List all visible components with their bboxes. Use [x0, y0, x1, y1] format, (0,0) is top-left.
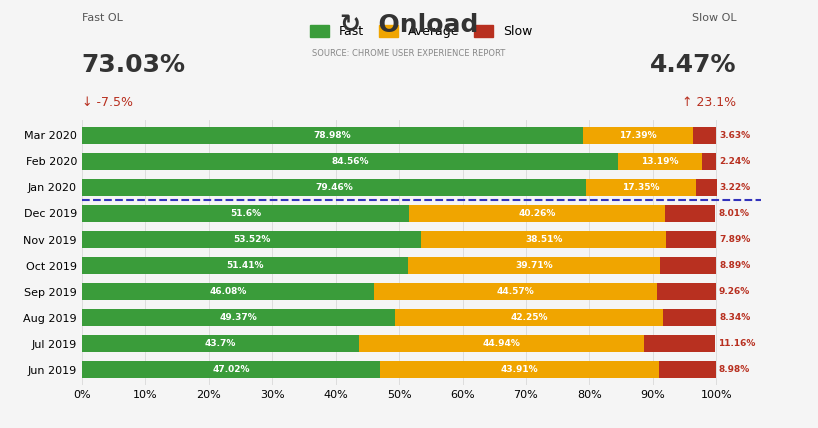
Bar — [645, 335, 715, 352]
Text: 78.98%: 78.98% — [313, 131, 351, 140]
Bar — [421, 231, 666, 248]
Text: 17.39%: 17.39% — [619, 131, 657, 140]
Text: 51.6%: 51.6% — [230, 209, 261, 218]
Text: 7.89%: 7.89% — [719, 235, 750, 244]
Bar — [82, 283, 374, 300]
Bar — [82, 179, 586, 196]
Text: 8.89%: 8.89% — [720, 261, 751, 270]
Legend: Fast, Average, Slow: Fast, Average, Slow — [310, 25, 533, 38]
Text: 39.71%: 39.71% — [515, 261, 553, 270]
Text: 47.02%: 47.02% — [212, 365, 249, 374]
Text: 13.19%: 13.19% — [641, 157, 679, 166]
Text: 3.22%: 3.22% — [720, 183, 751, 192]
Text: 8.98%: 8.98% — [719, 365, 750, 374]
Text: 9.26%: 9.26% — [719, 287, 750, 296]
Text: ↑ 23.1%: ↑ 23.1% — [682, 96, 736, 109]
Text: 46.08%: 46.08% — [209, 287, 247, 296]
Text: 42.25%: 42.25% — [510, 313, 548, 322]
Bar — [395, 309, 663, 326]
Bar — [82, 231, 421, 248]
Bar — [374, 283, 657, 300]
Bar — [660, 257, 717, 274]
Bar — [666, 231, 716, 248]
Bar — [702, 153, 717, 170]
Bar — [82, 205, 409, 222]
Text: 43.91%: 43.91% — [501, 365, 538, 374]
Text: 44.94%: 44.94% — [483, 339, 520, 348]
Bar — [380, 361, 658, 378]
Text: 2.24%: 2.24% — [720, 157, 751, 166]
Bar — [82, 309, 395, 326]
Text: 11.16%: 11.16% — [718, 339, 756, 348]
Bar — [359, 335, 645, 352]
Text: 4.47%: 4.47% — [649, 54, 736, 77]
Bar — [82, 335, 359, 352]
Bar — [618, 153, 702, 170]
Bar — [82, 257, 408, 274]
Text: Fast OL: Fast OL — [82, 13, 123, 23]
Text: 3.63%: 3.63% — [720, 131, 751, 140]
Bar — [694, 127, 717, 144]
Text: ↻  Onload: ↻ Onload — [339, 13, 479, 37]
Text: 17.35%: 17.35% — [622, 183, 660, 192]
Text: SOURCE: CHROME USER EXPERIENCE REPORT: SOURCE: CHROME USER EXPERIENCE REPORT — [312, 49, 506, 58]
Text: 53.52%: 53.52% — [233, 235, 270, 244]
Text: Slow OL: Slow OL — [691, 13, 736, 23]
Bar — [665, 205, 716, 222]
Text: ↓ -7.5%: ↓ -7.5% — [82, 96, 133, 109]
Bar — [408, 257, 660, 274]
Bar — [663, 309, 716, 326]
Bar — [586, 179, 696, 196]
Text: 43.7%: 43.7% — [204, 339, 236, 348]
Bar — [657, 283, 716, 300]
Text: 51.41%: 51.41% — [226, 261, 263, 270]
Text: 79.46%: 79.46% — [315, 183, 353, 192]
Bar — [82, 153, 618, 170]
Text: 40.26%: 40.26% — [519, 209, 555, 218]
Text: 44.57%: 44.57% — [497, 287, 534, 296]
Text: 84.56%: 84.56% — [331, 157, 369, 166]
Text: 38.51%: 38.51% — [525, 235, 562, 244]
Bar — [82, 127, 583, 144]
Bar — [409, 205, 665, 222]
Text: 49.37%: 49.37% — [219, 313, 258, 322]
Bar — [658, 361, 716, 378]
Text: 8.01%: 8.01% — [719, 209, 749, 218]
Bar — [696, 179, 717, 196]
Bar — [583, 127, 694, 144]
Bar — [82, 361, 380, 378]
Text: 73.03%: 73.03% — [82, 54, 186, 77]
Text: 8.34%: 8.34% — [719, 313, 750, 322]
